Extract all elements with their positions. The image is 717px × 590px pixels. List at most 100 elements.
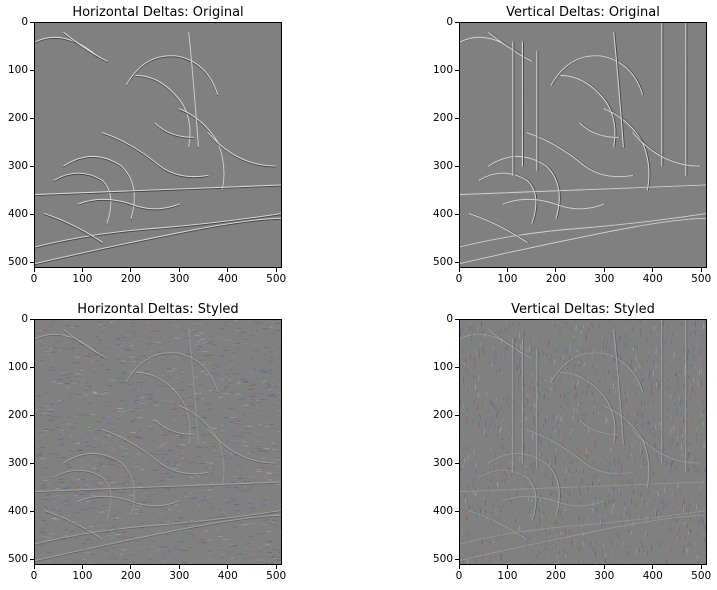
- x-tick: [506, 268, 508, 272]
- y-tick-label: 400: [432, 505, 453, 518]
- y-tick: [455, 558, 459, 560]
- y-tick: [455, 261, 459, 263]
- delta-image: [35, 320, 281, 564]
- y-tick: [455, 165, 459, 167]
- image-plot-area: [34, 22, 282, 268]
- x-tick: [458, 268, 460, 272]
- y-tick-label: 400: [432, 208, 453, 221]
- y-tick-label: 100: [432, 361, 453, 374]
- y-tick-label: 0: [446, 313, 453, 325]
- x-tick: [603, 565, 605, 569]
- y-tick: [455, 213, 459, 215]
- x-tick: [130, 565, 132, 569]
- x-tick-label: 200: [545, 273, 566, 285]
- y-tick-label: 0: [21, 16, 28, 28]
- x-tick: [81, 268, 83, 272]
- x-tick: [603, 268, 605, 272]
- y-tick-label: 500: [7, 256, 28, 269]
- y-tick: [30, 21, 34, 23]
- y-tick-label: 300: [7, 457, 28, 470]
- y-tick-label: 100: [7, 361, 28, 374]
- y-tick: [30, 558, 34, 560]
- x-tick: [275, 565, 277, 569]
- x-tick-label: 200: [120, 273, 141, 285]
- x-tick-label: 400: [217, 273, 238, 285]
- x-tick-label: 500: [691, 570, 712, 582]
- y-tick-label: 500: [432, 553, 453, 566]
- x-tick-label: 100: [72, 570, 93, 582]
- y-tick: [30, 165, 34, 167]
- y-tick: [455, 21, 459, 23]
- x-tick-label: 400: [642, 570, 663, 582]
- delta-image: [460, 23, 706, 267]
- x-tick-label: 300: [169, 570, 190, 582]
- image-plot-area: [459, 22, 707, 268]
- y-tick: [30, 462, 34, 464]
- image-plot-area: [34, 319, 282, 565]
- subplot-title: Vertical Deltas: Styled: [511, 302, 655, 317]
- x-tick-label: 300: [169, 273, 190, 285]
- y-tick: [30, 318, 34, 320]
- x-tick: [700, 268, 702, 272]
- y-tick-label: 0: [21, 313, 28, 325]
- y-tick: [455, 510, 459, 512]
- x-tick: [178, 268, 180, 272]
- x-tick: [506, 565, 508, 569]
- y-tick: [455, 414, 459, 416]
- y-tick-label: 200: [7, 112, 28, 125]
- y-tick-label: 200: [432, 409, 453, 422]
- x-tick: [652, 268, 654, 272]
- x-tick-label: 500: [266, 570, 287, 582]
- y-tick: [455, 366, 459, 368]
- x-tick: [275, 268, 277, 272]
- y-tick: [30, 213, 34, 215]
- y-tick-label: 200: [432, 112, 453, 125]
- y-tick: [30, 69, 34, 71]
- x-tick-label: 0: [30, 273, 38, 285]
- x-tick-label: 0: [30, 570, 38, 582]
- x-tick-label: 200: [545, 570, 566, 582]
- y-tick-label: 400: [7, 505, 28, 518]
- y-tick: [455, 462, 459, 464]
- x-tick: [227, 565, 229, 569]
- x-tick-label: 0: [455, 273, 463, 285]
- x-tick-label: 500: [266, 273, 287, 285]
- x-tick-label: 500: [691, 273, 712, 285]
- x-tick: [555, 565, 557, 569]
- y-tick-label: 300: [432, 457, 453, 470]
- y-tick: [455, 69, 459, 71]
- x-tick: [178, 565, 180, 569]
- x-tick: [81, 565, 83, 569]
- x-tick-label: 400: [642, 273, 663, 285]
- delta-image: [460, 320, 706, 564]
- x-tick-label: 200: [120, 570, 141, 582]
- y-tick-label: 100: [432, 64, 453, 77]
- y-tick: [455, 117, 459, 119]
- y-tick: [30, 414, 34, 416]
- x-tick-label: 300: [594, 273, 615, 285]
- x-tick: [555, 268, 557, 272]
- y-tick-label: 100: [7, 64, 28, 77]
- delta-image: [35, 23, 281, 267]
- subplot-title: Vertical Deltas: Original: [506, 5, 660, 20]
- y-tick-label: 0: [446, 16, 453, 28]
- x-tick-label: 300: [594, 570, 615, 582]
- y-tick-label: 300: [432, 160, 453, 173]
- x-tick-label: 100: [72, 273, 93, 285]
- x-tick: [33, 565, 35, 569]
- x-tick: [33, 268, 35, 272]
- x-tick-label: 100: [497, 570, 518, 582]
- y-tick-label: 500: [432, 256, 453, 269]
- x-tick: [130, 268, 132, 272]
- x-tick: [458, 565, 460, 569]
- y-tick-label: 500: [7, 553, 28, 566]
- subplot-title: Horizontal Deltas: Original: [72, 5, 244, 20]
- x-tick-label: 0: [455, 570, 463, 582]
- x-tick: [700, 565, 702, 569]
- y-tick-label: 300: [7, 160, 28, 173]
- x-tick: [227, 268, 229, 272]
- y-tick-label: 200: [7, 409, 28, 422]
- image-plot-area: [459, 319, 707, 565]
- x-tick-label: 400: [217, 570, 238, 582]
- y-tick: [30, 510, 34, 512]
